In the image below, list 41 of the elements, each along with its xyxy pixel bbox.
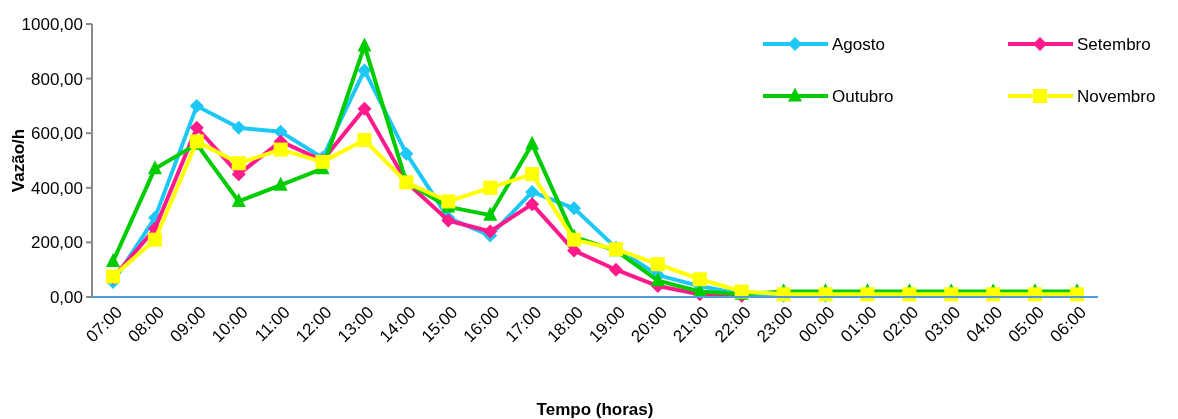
point: [441, 194, 456, 209]
point: [525, 197, 540, 212]
point: [650, 272, 665, 287]
point: [525, 135, 540, 150]
point: [231, 120, 246, 135]
point: [567, 201, 582, 216]
y-tick-label: 0,00: [49, 287, 83, 307]
point: [399, 146, 414, 161]
point: [608, 262, 623, 277]
point: [189, 98, 204, 113]
point: [147, 160, 162, 175]
point: [525, 184, 540, 199]
x-axis-title: Tempo (horas): [536, 400, 654, 419]
y-tick-label: 1000,00: [21, 14, 83, 34]
y-tick-label: 800,00: [31, 69, 83, 89]
point: [106, 253, 120, 268]
point: [357, 133, 372, 148]
point: [483, 180, 498, 195]
legend-label: Outubro: [832, 86, 894, 106]
y-tick-label: 200,00: [31, 233, 83, 253]
point: [483, 224, 498, 239]
point: [147, 232, 162, 247]
y-tick-label: 400,00: [31, 178, 83, 198]
point: [357, 63, 372, 78]
point: [692, 272, 707, 287]
legend-label: Novembro: [1077, 86, 1156, 106]
y-tick-label: 600,00: [31, 124, 83, 144]
point: [525, 167, 540, 182]
point: [650, 257, 665, 272]
point: [483, 206, 498, 221]
point: [189, 120, 204, 135]
point: [273, 142, 288, 157]
point: [567, 232, 582, 247]
point: [231, 193, 246, 208]
point: [357, 37, 372, 52]
y-axis-title: Vazão/h: [9, 128, 28, 193]
point: [357, 101, 372, 116]
legend-label: Setembro: [1077, 34, 1151, 54]
legend-label: Agosto: [832, 34, 885, 54]
point: [273, 176, 288, 191]
point: [231, 156, 246, 171]
